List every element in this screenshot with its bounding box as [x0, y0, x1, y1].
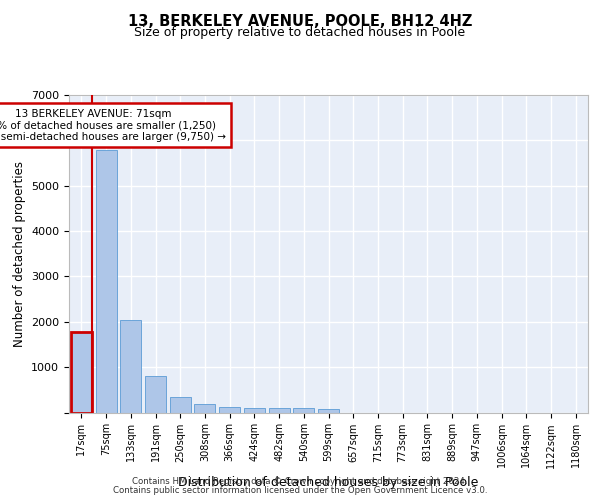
Bar — [194, 404, 215, 412]
Bar — [71, 332, 92, 412]
Text: 13, BERKELEY AVENUE, POOLE, BH12 4HZ: 13, BERKELEY AVENUE, POOLE, BH12 4HZ — [128, 14, 472, 29]
Bar — [95, 150, 116, 412]
X-axis label: Distribution of detached houses by size in Poole: Distribution of detached houses by size … — [178, 476, 479, 489]
Bar — [170, 397, 191, 412]
Text: Contains HM Land Registry data © Crown copyright and database right 2024.: Contains HM Land Registry data © Crown c… — [132, 477, 468, 486]
Bar — [269, 408, 290, 412]
Y-axis label: Number of detached properties: Number of detached properties — [13, 161, 26, 347]
Text: Size of property relative to detached houses in Poole: Size of property relative to detached ho… — [134, 26, 466, 39]
Text: Contains public sector information licensed under the Open Government Licence v3: Contains public sector information licen… — [113, 486, 487, 495]
Bar — [318, 409, 339, 412]
Bar — [145, 376, 166, 412]
Bar — [244, 408, 265, 412]
Bar — [293, 408, 314, 412]
Bar — [219, 407, 240, 412]
Bar — [120, 320, 141, 412]
Text: 13 BERKELEY AVENUE: 71sqm
← 11% of detached houses are smaller (1,250)
88% of se: 13 BERKELEY AVENUE: 71sqm ← 11% of detac… — [0, 108, 226, 142]
